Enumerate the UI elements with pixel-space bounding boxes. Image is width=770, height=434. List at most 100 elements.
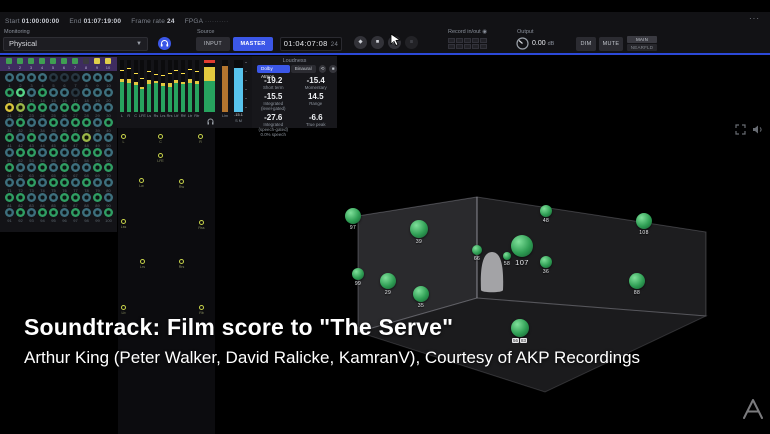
output-meter-bar [181, 60, 186, 112]
audio-object-label: 108 [639, 230, 649, 236]
group-meter-square [105, 58, 111, 64]
mute-button[interactable]: MUTE [599, 37, 623, 51]
input-meter-puck [93, 73, 102, 82]
group-meter-square [6, 58, 12, 64]
input-meter-puck [16, 208, 25, 217]
nearfield-speakers-button[interactable]: NEARFLD [627, 44, 657, 51]
timecode-display: 01:04:07:08 24 [280, 37, 342, 51]
output-meter-label: LFE [138, 114, 146, 118]
clip-indicator [204, 60, 215, 63]
sync-button[interactable]: ◆ [354, 36, 367, 49]
audio-object-label: 29 [384, 290, 392, 296]
speaker-dot-label: Lb [121, 311, 126, 315]
tab-binaural[interactable]: Binaural [290, 65, 316, 73]
source-input-button[interactable]: INPUT [196, 37, 230, 51]
loudness-pause-button[interactable]: ■ [329, 65, 338, 73]
headphone-monitor-button[interactable] [158, 37, 171, 50]
input-meter-puck [38, 103, 47, 112]
record-meter-cell [480, 44, 487, 49]
loudness-stat-label: (speech-gated) [258, 127, 289, 132]
speaker-dot [179, 179, 184, 184]
input-meter-puck [5, 148, 14, 157]
output-meter-label: C [134, 114, 137, 118]
input-meter-puck [60, 208, 69, 217]
input-meter-puck [5, 163, 14, 172]
limiter-label: Lim [221, 114, 229, 118]
source-master-button[interactable]: MASTER [233, 37, 273, 51]
input-meter-puck [5, 88, 14, 97]
loudness-panel: Loudness Dolby Atmos Binaural ⟲ ■ -19.2 S… [252, 56, 338, 137]
loudness-reset-button[interactable]: ⟲ [318, 65, 327, 73]
speaker-dot-label: Rw [178, 185, 185, 189]
output-meter-bar [194, 60, 199, 112]
input-meter-puck [93, 193, 102, 202]
audio-object [636, 213, 652, 229]
record-inout-meters [448, 38, 487, 50]
audio-object-label: 99 [354, 281, 362, 287]
output-meter-label: Rtf [180, 114, 186, 118]
main-speakers-button[interactable]: MAIN [627, 36, 657, 43]
input-meter-puck [60, 118, 69, 127]
menu-button[interactable]: ≡ [405, 36, 418, 49]
loudness-stat-label: 0.0% speech [260, 132, 286, 137]
input-meter-puck [82, 88, 91, 97]
input-meter-puck [38, 88, 47, 97]
record-meter-cell [448, 38, 455, 43]
input-meter-puck [71, 73, 80, 82]
speaker-mute-icon[interactable] [752, 124, 764, 135]
input-meter-puck [60, 133, 69, 142]
session-end-value: 01:07:19:00 [83, 18, 122, 25]
audio-object-badge: 56 83 [512, 338, 528, 343]
audio-object-label: 36 [542, 269, 550, 275]
input-meter-puck [104, 193, 113, 202]
room-right-wall [476, 196, 707, 317]
input-meter-puck [49, 118, 58, 127]
input-meter-puck [27, 73, 36, 82]
input-meter-puck [82, 133, 91, 142]
input-meter-puck [16, 178, 25, 187]
session-info: Start 01:00:00:00 End 01:07:19:00 Frame … [5, 18, 229, 25]
stop-button[interactable]: ■ [371, 36, 384, 49]
record-meter-cell [472, 44, 479, 49]
input-meter-puck [16, 193, 25, 202]
input-meter-puck [104, 148, 113, 157]
window-menu-icon[interactable]: ··· [749, 14, 760, 23]
input-meter-puck [104, 133, 113, 142]
output-meter-bar [147, 60, 152, 112]
input-meter-puck [71, 193, 80, 202]
loudness-stat-value: -15.4 [306, 76, 325, 85]
output-label: Output [517, 29, 534, 35]
input-meter-puck [49, 88, 58, 97]
group-meter-square [39, 58, 45, 64]
input-meter-puck [16, 148, 25, 157]
record-meter-cell [448, 44, 455, 49]
speaker-dot-label: Rss [198, 226, 205, 230]
loudness-stat-value: 14.5 [307, 92, 324, 101]
toolbar-divider [0, 53, 770, 55]
input-meter-puck [82, 118, 91, 127]
input-meter-puck [16, 118, 25, 127]
input-meter-puck [38, 133, 47, 142]
input-meter-puck [104, 73, 113, 82]
output-volume-knob[interactable] [516, 37, 529, 55]
input-meter-puck [93, 148, 102, 157]
input-meter-puck [104, 103, 113, 112]
monitoring-select[interactable]: Physical ▼ [3, 37, 148, 51]
audio-object [345, 208, 361, 224]
expand-view-icon[interactable] [735, 124, 746, 135]
loudness-stat-label: Integrated [263, 122, 284, 127]
input-meter-puck [71, 163, 80, 172]
mouse-cursor [390, 33, 402, 47]
loudness-stat: -15.4 Momentary [295, 76, 338, 90]
dim-button[interactable]: DIM [576, 37, 596, 51]
tab-dolby-atmos[interactable]: Dolby Atmos [257, 65, 290, 79]
input-meter-puck [27, 208, 36, 217]
input-meter-puck [27, 193, 36, 202]
speaker-dot-label: L [122, 140, 125, 144]
speaker-dot [179, 259, 184, 264]
caption-title: Soundtrack: Film score to "The Serve" [24, 314, 454, 340]
speaker-dot-label: Lrs [140, 265, 145, 269]
input-meter-puck [49, 148, 58, 157]
output-meter-label: Ltr [187, 114, 193, 118]
output-meter-label: Ls [147, 114, 152, 118]
